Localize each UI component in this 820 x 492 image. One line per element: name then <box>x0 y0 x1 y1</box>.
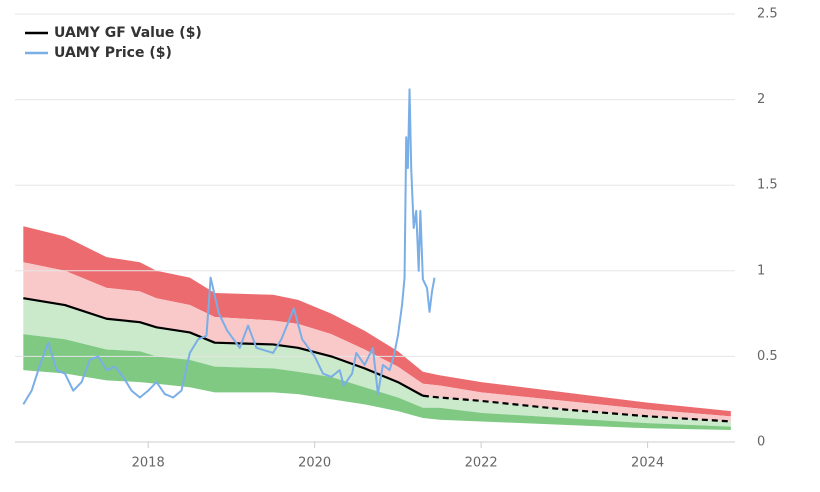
grid: 0 0.5 1 1.5 2 2.5 2018 2020 2022 2024 <box>15 7 778 471</box>
y-tick-label: 2 <box>757 92 765 107</box>
x-tick-label: 2020 <box>298 456 331 471</box>
x-tick-label: 2022 <box>465 456 498 471</box>
y-tick-label: 0.5 <box>757 349 778 364</box>
x-tick-label: 2024 <box>631 456 664 471</box>
series-line <box>22 88 436 405</box>
series-line <box>23 297 424 397</box>
y-tick-label: 1.5 <box>757 178 778 193</box>
forecast-line <box>422 394 731 423</box>
x-tick-label: 2018 <box>132 456 165 471</box>
y-tick-label: 1 <box>757 263 765 278</box>
value-bands <box>23 226 731 431</box>
y-tick-label: 0 <box>757 435 765 450</box>
legend-label: UAMY Price ($) <box>54 45 172 61</box>
legend-label: UAMY GF Value ($) <box>54 25 202 41</box>
legend: UAMY GF Value ($) UAMY Price ($) <box>25 25 202 61</box>
lines <box>22 88 731 423</box>
value-band <box>23 334 731 431</box>
y-tick-label: 2.5 <box>757 7 778 22</box>
